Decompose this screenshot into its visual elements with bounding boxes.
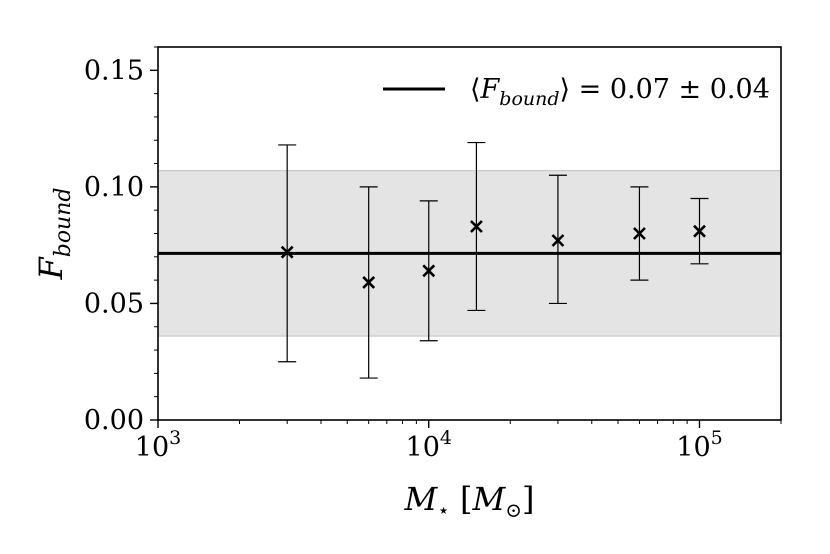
x-tick-label: 104 — [406, 427, 452, 463]
data-point — [548, 174, 567, 305]
y-tick-label: 0.15 — [84, 55, 144, 86]
x-marker — [422, 264, 436, 278]
y-tick-label: 0.00 — [84, 405, 144, 436]
data-point — [278, 144, 297, 363]
x-marker — [470, 220, 483, 233]
x-tick-label: 103 — [135, 427, 181, 463]
legend-label: ⟨Fbound⟩ = 0.07 ± 0.04 — [470, 74, 770, 110]
y-tick-label: 0.10 — [84, 172, 144, 203]
tick-layer: 0.00 0.05 0.10 0.15 103 104 105 — [84, 46, 782, 463]
x-marker — [633, 227, 646, 240]
x-axis-label: M⋆ [M⊙] — [404, 480, 535, 522]
data-point — [359, 186, 378, 379]
data-point — [630, 186, 649, 281]
data-point — [690, 197, 709, 265]
x-marker — [362, 276, 376, 289]
x-marker — [551, 234, 565, 247]
y-axis-label: Fbound — [32, 188, 76, 281]
legend: ⟨Fbound⟩ = 0.07 ± 0.04 — [383, 74, 770, 110]
x-marker — [280, 245, 294, 259]
data-point — [419, 200, 438, 342]
data-point — [467, 141, 486, 312]
y-tick-label: 0.05 — [84, 288, 144, 319]
axis-labels: M⋆ [M⊙] Fbound — [32, 188, 534, 522]
data-layer — [278, 141, 709, 379]
x-tick-label: 105 — [676, 427, 722, 463]
x-marker — [693, 224, 706, 238]
